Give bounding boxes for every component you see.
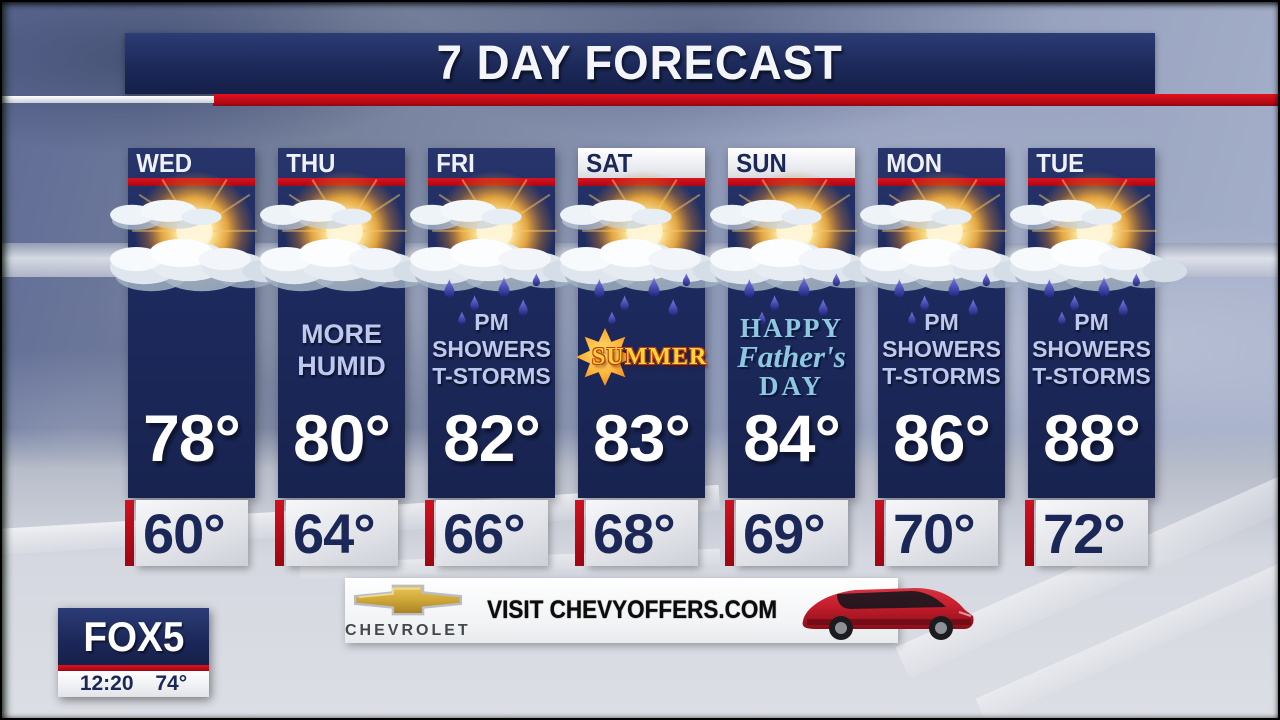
sun-clouds-rain-icon bbox=[856, 170, 1038, 326]
low-temp-box: 69° bbox=[725, 500, 848, 566]
low-temp-box: 70° bbox=[875, 500, 998, 566]
day-label: SAT bbox=[586, 148, 633, 178]
condition-line: T-STORMS bbox=[1032, 363, 1151, 389]
fox5-logo: FOX5 bbox=[83, 612, 184, 660]
day-red-divider bbox=[728, 178, 855, 186]
condition-text: PM SHOWERS T-STORMS bbox=[1022, 309, 1161, 390]
high-temp: 88° bbox=[1043, 401, 1141, 475]
forecast-day-column: FRI bbox=[410, 148, 588, 498]
day-red-divider bbox=[1028, 178, 1155, 186]
greeting-line: DAY bbox=[758, 371, 825, 401]
greeting-line: HAPPY bbox=[740, 313, 843, 343]
high-temp: 78° bbox=[143, 401, 241, 475]
day-label: THU bbox=[286, 148, 336, 178]
day-label: SUN bbox=[736, 148, 787, 178]
low-temp-box: 66° bbox=[425, 500, 548, 566]
low-temp-box: 64° bbox=[275, 500, 398, 566]
condition-line: HUMID bbox=[297, 351, 386, 381]
low-temp: 69° bbox=[743, 501, 826, 565]
fathers-day-greeting: HAPPY Father's DAY bbox=[720, 314, 863, 400]
low-temp: 66° bbox=[443, 501, 526, 565]
sun-and-clouds-icon bbox=[106, 170, 288, 326]
chevrolet-bowtie-icon bbox=[353, 584, 462, 616]
day-label: WED bbox=[136, 148, 193, 178]
sun-clouds-rain-icon bbox=[556, 170, 738, 326]
condition-line: T-STORMS bbox=[432, 363, 551, 389]
condition-line: SHOWERS bbox=[882, 336, 1001, 362]
day-red-divider bbox=[128, 178, 255, 186]
condition-line: PM bbox=[924, 309, 959, 335]
sun-and-clouds-icon bbox=[256, 170, 438, 326]
day-red-divider bbox=[878, 178, 1005, 186]
high-temp: 84° bbox=[743, 401, 841, 475]
sun-clouds-rain-icon bbox=[706, 170, 888, 326]
ad-message: VISIT CHEVYOFFERS.COM bbox=[486, 596, 777, 624]
forecast-day-column: SUN bbox=[710, 148, 888, 498]
low-temp-box: 68° bbox=[575, 500, 698, 566]
clock-time: 12:20 bbox=[79, 672, 134, 695]
day-label: FRI bbox=[436, 148, 475, 178]
high-temp: 86° bbox=[893, 401, 991, 475]
station-bug-red-stripe bbox=[58, 665, 209, 671]
forecast-day-column: SAT bbox=[560, 148, 738, 498]
station-logo-box: FOX5 bbox=[58, 608, 209, 665]
day-label: TUE bbox=[1036, 148, 1085, 178]
low-temp-red-bar bbox=[125, 500, 134, 566]
low-temp-red-bar bbox=[575, 500, 584, 566]
low-temp: 70° bbox=[893, 501, 976, 565]
forecast-day-column: WED bbox=[110, 148, 288, 498]
day-label: MON bbox=[886, 148, 943, 178]
sun-clouds-rain-icon bbox=[406, 170, 588, 326]
condition-line: PM bbox=[474, 309, 509, 335]
red-accent-stripe bbox=[213, 94, 1280, 106]
low-temp-red-bar bbox=[1025, 500, 1034, 566]
forecast-day-column: THU bbox=[260, 148, 438, 498]
low-temp-red-bar bbox=[425, 500, 434, 566]
condition-line: SHOWERS bbox=[432, 336, 551, 362]
low-temp-box: 72° bbox=[1025, 500, 1148, 566]
condition-line: PM bbox=[1074, 309, 1109, 335]
condition-text: PM SHOWERS T-STORMS bbox=[422, 309, 561, 390]
greeting-line: Father's bbox=[737, 339, 846, 374]
high-temp: 82° bbox=[443, 401, 541, 475]
forecast-day-column: TUE bbox=[1010, 148, 1188, 498]
white-accent-stripe bbox=[0, 96, 214, 103]
low-temp: 60° bbox=[143, 501, 226, 565]
red-suv-image bbox=[793, 579, 983, 643]
day-red-divider bbox=[428, 178, 555, 186]
high-temp: 80° bbox=[293, 401, 391, 475]
chevy-ad-banner: CHEVROLET VISIT CHEVYOFFERS.COM bbox=[345, 578, 974, 643]
low-temp: 72° bbox=[1043, 501, 1126, 565]
low-temp-box: 60° bbox=[125, 500, 248, 566]
low-temp-red-bar bbox=[875, 500, 884, 566]
low-temp-red-bar bbox=[725, 500, 734, 566]
sun-clouds-rain-icon bbox=[1006, 170, 1188, 326]
low-temp: 64° bbox=[293, 501, 376, 565]
page-title: 7 DAY FORECAST bbox=[436, 37, 844, 90]
summer-badge: SUMMER bbox=[576, 328, 708, 386]
current-temp: 74° bbox=[155, 672, 188, 695]
high-temp: 83° bbox=[593, 401, 691, 475]
station-bug-info-bar: 12:20 74° bbox=[58, 671, 209, 697]
low-temp-red-bar bbox=[275, 500, 284, 566]
station-bug: FOX5 12:20 74° bbox=[58, 608, 209, 697]
condition-text: MORE HUMID bbox=[272, 318, 411, 382]
chevrolet-logo-block: CHEVROLET bbox=[345, 581, 471, 640]
day-red-divider bbox=[578, 178, 705, 186]
condition-line: SHOWERS bbox=[1032, 336, 1151, 362]
condition-text: PM SHOWERS T-STORMS bbox=[872, 309, 1011, 390]
low-temp: 68° bbox=[593, 501, 676, 565]
condition-line: T-STORMS bbox=[882, 363, 1001, 389]
sun-star-icon bbox=[576, 328, 634, 386]
forecast-title-banner: 7 DAY FORECAST bbox=[125, 33, 1155, 94]
condition-line: MORE bbox=[301, 319, 382, 349]
day-red-divider bbox=[278, 178, 405, 186]
summer-badge-label: SUMMER bbox=[592, 344, 708, 370]
chevrolet-wordmark: CHEVROLET bbox=[345, 622, 471, 639]
forecast-day-column: MON bbox=[860, 148, 1038, 498]
